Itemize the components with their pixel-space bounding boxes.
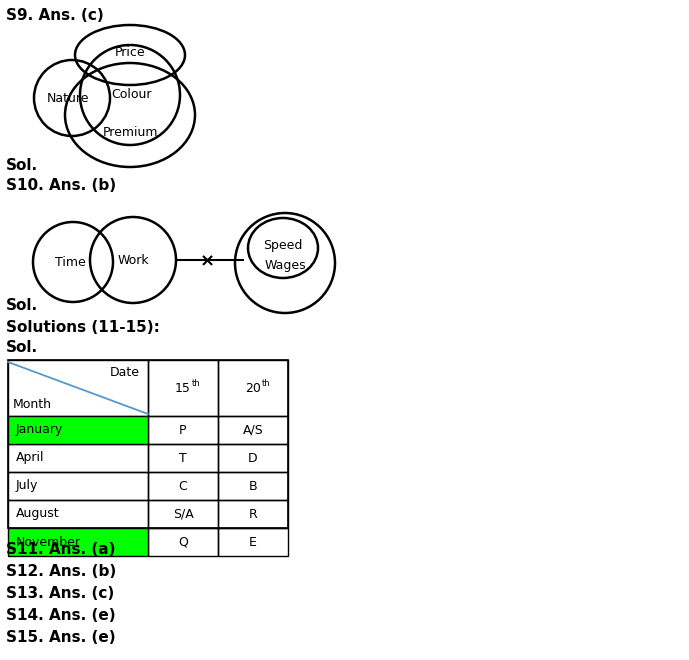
Text: R: R (249, 508, 258, 521)
Text: S9. Ans. (c): S9. Ans. (c) (6, 8, 104, 23)
Text: Date: Date (110, 366, 140, 379)
Text: Price: Price (114, 46, 145, 59)
Text: Sol.: Sol. (6, 340, 38, 355)
Text: S11. Ans. (a): S11. Ans. (a) (6, 542, 116, 557)
Text: Colour: Colour (112, 88, 152, 102)
Text: 20: 20 (245, 381, 261, 395)
Text: T: T (179, 451, 187, 465)
Text: S10. Ans. (b): S10. Ans. (b) (6, 178, 116, 193)
Text: 15: 15 (175, 381, 191, 395)
Bar (218, 500, 288, 528)
Bar (8, 444, 148, 472)
Bar (8, 360, 148, 416)
Text: C: C (178, 480, 187, 492)
Text: Wages: Wages (264, 259, 306, 271)
Text: August: August (16, 508, 60, 521)
Text: S12. Ans. (b): S12. Ans. (b) (6, 564, 116, 579)
Text: Work: Work (117, 253, 149, 267)
Bar (8, 416, 148, 444)
Text: S/A: S/A (173, 508, 194, 521)
Text: Q: Q (178, 535, 188, 548)
Text: th: th (192, 378, 200, 387)
Text: November: November (16, 535, 81, 548)
Text: P: P (179, 424, 187, 436)
Text: Time: Time (54, 255, 85, 269)
Text: Solutions (11-15):: Solutions (11-15): (6, 320, 160, 335)
Text: ×: × (199, 252, 214, 270)
Bar (8, 472, 148, 500)
Bar (218, 528, 288, 556)
Text: April: April (16, 451, 45, 465)
Text: B: B (249, 480, 257, 492)
Text: A/S: A/S (243, 424, 263, 436)
Text: January: January (16, 424, 63, 436)
Text: Month: Month (13, 398, 52, 411)
Bar (148, 360, 218, 416)
Bar (148, 500, 218, 528)
Text: E: E (249, 535, 257, 548)
Text: S15. Ans. (e): S15. Ans. (e) (6, 630, 116, 645)
Bar (218, 416, 288, 444)
Bar (148, 472, 218, 500)
Text: S14. Ans. (e): S14. Ans. (e) (6, 608, 116, 623)
Text: Sol.: Sol. (6, 158, 38, 173)
Text: July: July (16, 480, 39, 492)
Text: th: th (262, 378, 271, 387)
Text: Speed: Speed (263, 238, 302, 251)
Bar (8, 528, 148, 556)
Text: Nature: Nature (47, 92, 90, 104)
Text: D: D (248, 451, 258, 465)
Bar (218, 472, 288, 500)
Bar (8, 360, 288, 528)
Text: Sol.: Sol. (6, 298, 38, 313)
Bar (218, 360, 288, 416)
Bar (148, 444, 218, 472)
Bar (148, 416, 218, 444)
Bar (218, 444, 288, 472)
Text: S13. Ans. (c): S13. Ans. (c) (6, 586, 114, 601)
Bar (148, 528, 218, 556)
Bar (8, 500, 148, 528)
Text: Premium: Premium (102, 127, 158, 139)
